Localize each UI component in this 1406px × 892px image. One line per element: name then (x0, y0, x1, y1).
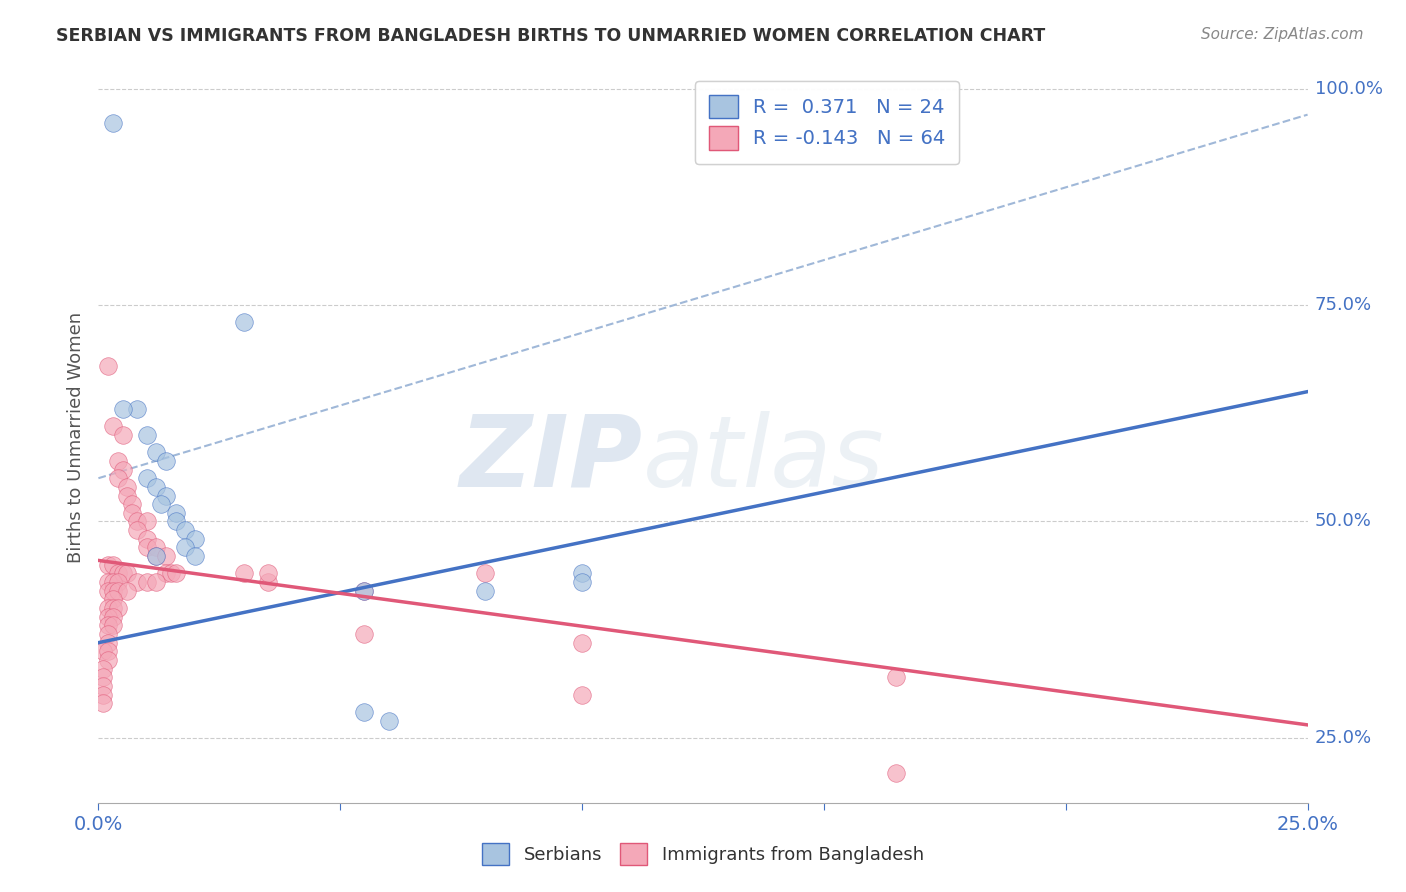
Point (117, 566, 139, 581)
Point (160, 566, 183, 581)
Point (97, 583, 120, 598)
Point (101, 618, 124, 632)
Point (97, 653, 120, 667)
Point (232, 315, 254, 329)
Point (135, 541, 157, 555)
Text: atlas: atlas (643, 410, 884, 508)
Text: ZIP: ZIP (460, 410, 643, 508)
Point (135, 515, 157, 529)
Point (97, 359, 120, 373)
Point (353, 583, 375, 598)
Point (232, 566, 254, 581)
Text: SERBIAN VS IMMIGRANTS FROM BANGLADESH BIRTHS TO UNMARRIED WOMEN CORRELATION CHAR: SERBIAN VS IMMIGRANTS FROM BANGLADESH BI… (56, 27, 1046, 45)
Point (107, 601, 129, 615)
Point (184, 532, 207, 546)
Y-axis label: Births to Unmarried Women: Births to Unmarried Women (66, 311, 84, 563)
Point (155, 566, 177, 581)
Point (111, 428, 134, 442)
Point (474, 566, 496, 581)
Point (101, 601, 124, 615)
Point (111, 462, 134, 476)
Point (111, 566, 134, 581)
Point (886, 765, 908, 780)
Point (165, 566, 187, 581)
Point (571, 575, 593, 590)
Point (155, 454, 177, 468)
Point (127, 401, 149, 416)
Point (886, 670, 908, 684)
Point (121, 497, 143, 511)
Point (135, 532, 157, 546)
Point (127, 515, 149, 529)
Point (107, 583, 129, 598)
Point (353, 583, 375, 598)
Point (97, 575, 120, 590)
Point (107, 575, 129, 590)
Point (474, 583, 496, 598)
Point (91, 679, 114, 693)
Point (97, 558, 120, 572)
Point (184, 549, 207, 563)
Point (145, 549, 167, 563)
Point (97, 627, 120, 641)
Point (97, 609, 120, 624)
Point (107, 566, 129, 581)
Point (117, 480, 139, 494)
Point (145, 445, 167, 459)
Point (97, 601, 120, 615)
Point (155, 549, 177, 563)
Point (145, 480, 167, 494)
Point (91, 670, 114, 684)
Point (353, 627, 375, 641)
Point (165, 515, 187, 529)
Point (256, 575, 278, 590)
Point (127, 575, 149, 590)
Point (150, 497, 173, 511)
Point (155, 489, 177, 503)
Point (117, 489, 139, 503)
Text: 25.0%: 25.0% (1315, 729, 1372, 747)
Point (145, 549, 167, 563)
Point (145, 575, 167, 590)
Point (101, 558, 124, 572)
Text: 50.0%: 50.0% (1315, 513, 1371, 531)
Point (353, 705, 375, 719)
Point (571, 688, 593, 702)
Point (101, 583, 124, 598)
Text: 100.0%: 100.0% (1315, 79, 1382, 97)
Point (117, 583, 139, 598)
Point (377, 714, 399, 728)
Point (135, 428, 157, 442)
Point (97, 635, 120, 649)
Point (127, 523, 149, 537)
Point (174, 523, 197, 537)
Legend: R =  0.371   N = 24, R = -0.143   N = 64: R = 0.371 N = 24, R = -0.143 N = 64 (695, 81, 959, 163)
Point (97, 644, 120, 658)
Text: 75.0%: 75.0% (1315, 296, 1372, 314)
Point (101, 575, 124, 590)
Point (256, 566, 278, 581)
Point (91, 688, 114, 702)
Point (107, 454, 129, 468)
Point (91, 696, 114, 710)
Point (571, 635, 593, 649)
Point (165, 506, 187, 520)
Text: Source: ZipAtlas.com: Source: ZipAtlas.com (1201, 27, 1364, 42)
Point (101, 419, 124, 434)
Legend: Serbians, Immigrants from Bangladesh: Serbians, Immigrants from Bangladesh (472, 834, 934, 874)
Point (107, 471, 129, 485)
Point (101, 116, 124, 130)
Point (121, 506, 143, 520)
Point (97, 618, 120, 632)
Point (135, 471, 157, 485)
Point (571, 566, 593, 581)
Point (111, 401, 134, 416)
Point (91, 662, 114, 676)
Point (101, 592, 124, 607)
Point (101, 609, 124, 624)
Point (135, 575, 157, 590)
Point (174, 541, 197, 555)
Point (145, 541, 167, 555)
Point (91, 644, 114, 658)
